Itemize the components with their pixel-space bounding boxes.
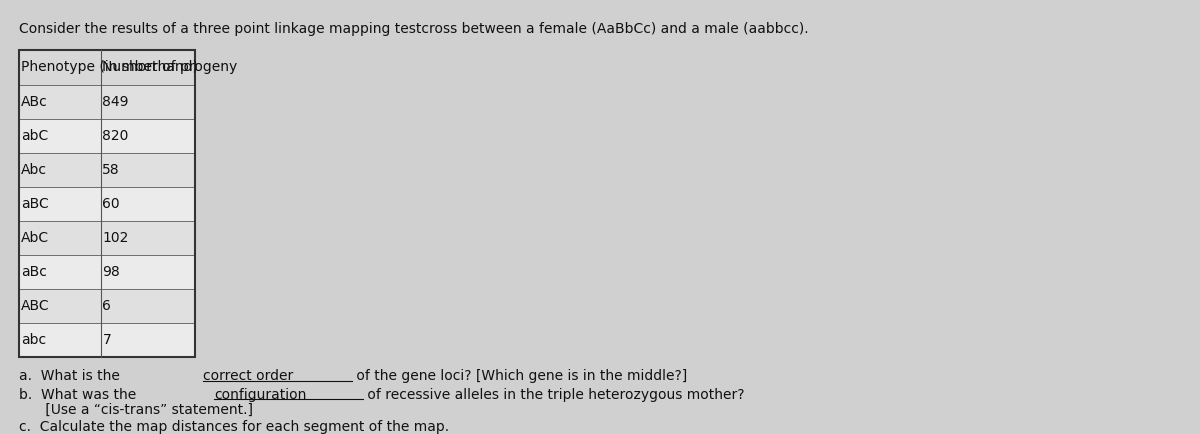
Text: Number of progeny: Number of progeny (102, 60, 238, 75)
Text: 7: 7 (102, 333, 112, 347)
Text: c.  Calculate the map distances for each segment of the map.: c. Calculate the map distances for each … (19, 421, 449, 434)
Text: Phenotype (in shorthand): Phenotype (in shorthand) (20, 60, 198, 75)
FancyBboxPatch shape (19, 289, 101, 323)
FancyBboxPatch shape (101, 187, 196, 221)
FancyBboxPatch shape (101, 323, 196, 357)
Text: b.  What was the: b. What was the (19, 388, 140, 402)
Text: AbC: AbC (20, 231, 49, 245)
Text: abc: abc (20, 333, 46, 347)
Text: correct order: correct order (203, 369, 293, 383)
Text: of the gene loci? [Which gene is in the middle?]: of the gene loci? [Which gene is in the … (352, 369, 686, 383)
Text: [Use a “cis-trans” statement.]: [Use a “cis-trans” statement.] (19, 403, 253, 417)
FancyBboxPatch shape (101, 289, 196, 323)
Text: a.  What is the: a. What is the (19, 369, 125, 383)
Text: of recessive alleles in the triple heterozygous mother?: of recessive alleles in the triple heter… (364, 388, 744, 402)
FancyBboxPatch shape (19, 118, 101, 153)
FancyBboxPatch shape (101, 255, 196, 289)
Text: ABC: ABC (20, 299, 49, 313)
FancyBboxPatch shape (19, 221, 101, 255)
FancyBboxPatch shape (101, 50, 196, 85)
Text: 849: 849 (102, 95, 128, 108)
Text: 6: 6 (102, 299, 112, 313)
FancyBboxPatch shape (19, 187, 101, 221)
FancyBboxPatch shape (19, 153, 101, 187)
Text: aBc: aBc (20, 265, 47, 279)
FancyBboxPatch shape (19, 50, 101, 85)
Text: configuration: configuration (214, 388, 306, 402)
Text: abC: abC (20, 128, 48, 143)
FancyBboxPatch shape (101, 118, 196, 153)
FancyBboxPatch shape (19, 255, 101, 289)
Text: Abc: Abc (20, 163, 47, 177)
Text: 60: 60 (102, 197, 120, 211)
Text: 820: 820 (102, 128, 128, 143)
Text: Consider the results of a three point linkage mapping testcross between a female: Consider the results of a three point li… (19, 22, 809, 36)
Text: 58: 58 (102, 163, 120, 177)
FancyBboxPatch shape (101, 153, 196, 187)
Text: 98: 98 (102, 265, 120, 279)
Text: 102: 102 (102, 231, 128, 245)
Text: aBC: aBC (20, 197, 48, 211)
FancyBboxPatch shape (19, 85, 101, 118)
FancyBboxPatch shape (101, 85, 196, 118)
FancyBboxPatch shape (101, 221, 196, 255)
FancyBboxPatch shape (19, 323, 101, 357)
Text: ABc: ABc (20, 95, 48, 108)
